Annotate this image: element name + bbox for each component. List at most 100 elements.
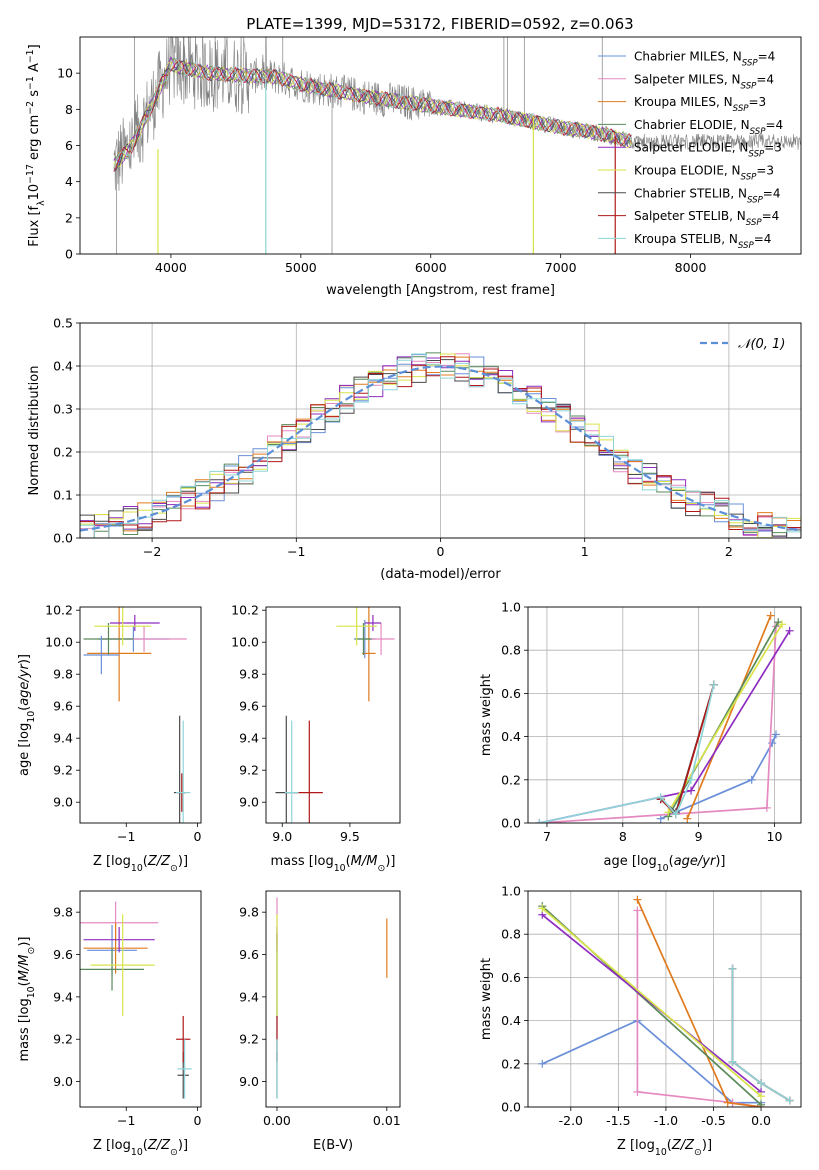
- normal-reference-curve: [80, 365, 801, 532]
- x-tick-label: 2: [725, 544, 733, 559]
- y-tick-label: 2: [65, 210, 73, 225]
- x-tick-label: 1: [581, 544, 589, 559]
- y-axis-label: mass weight: [479, 958, 494, 1040]
- legend-entry: Salpeter MILES, NSSP=4: [634, 72, 774, 91]
- legend-entry: Chabrier ELODIE, NSSP=4: [634, 118, 783, 137]
- y-tick-label: 0.1: [53, 488, 73, 503]
- y-axis-label: Normed distribution: [27, 366, 42, 496]
- x-tick-label: 9.5: [340, 829, 360, 844]
- x-axis-label: Z [log10(Z/Z⊙)]: [93, 854, 188, 874]
- y-axis-label: mass [log10(M/M⊙)]: [17, 937, 37, 1062]
- x-tick-label: -1.5: [606, 1113, 630, 1128]
- plot-area: [80, 352, 801, 538]
- x-tick-label: 0: [437, 544, 445, 559]
- legend-entry: Kroupa STELIB, NSSP=4: [634, 232, 771, 251]
- plot-area: [275, 607, 395, 823]
- x-tick-label: 8: [619, 829, 627, 844]
- plot-area: [83, 607, 191, 823]
- y-tick-label: 9.8: [239, 667, 259, 682]
- x-tick-label: −2: [143, 544, 161, 559]
- x-axis-label: E(B-V): [313, 1138, 353, 1153]
- x-axis-label: Z [log10(Z/Z⊙)]: [617, 1138, 712, 1158]
- weight-line: [667, 621, 780, 817]
- weight-line: [541, 907, 762, 1097]
- y-tick-label: 10.0: [231, 635, 259, 650]
- model-line: [113, 56, 632, 165]
- plot-area: [538, 895, 794, 1107]
- y-tick-label: 9.4: [53, 731, 73, 746]
- axes-spectrum: 4000 5000 6000 7000 8000 0 2 4 6 8 10 wavelength [A…: [25, 36, 802, 298]
- weight-line: [731, 968, 791, 1102]
- y-tick-label: 9.2: [239, 1032, 259, 1047]
- x-tick-label: 0: [193, 829, 201, 844]
- x-tick-label: 7000: [545, 260, 577, 275]
- x-axis-label: mass [log10(M/M⊙)]: [271, 854, 396, 874]
- x-tick-label: 9.0: [272, 829, 292, 844]
- x-tick-label: 8000: [675, 260, 707, 275]
- y-tick-label: 9.0: [239, 1074, 259, 1089]
- x-tick-label: -2.0: [559, 1113, 583, 1128]
- y-tick-label: 0.0: [501, 816, 521, 831]
- y-tick-label: 9.6: [53, 699, 73, 714]
- y-tick-label: 9.4: [239, 731, 259, 746]
- y-tick-label: 4: [65, 174, 73, 189]
- y-tick-label: 9.0: [53, 795, 73, 810]
- axes-frame: [79, 606, 202, 824]
- x-tick-label: 4000: [155, 260, 187, 275]
- y-axis-label: age [log10(age/yr)]: [17, 654, 37, 776]
- axes-weight_vs_Z: -2.0 -1.5 -1.0 -0.5 0.0 0.0 0.2 0.4 0.6 0.8 1.0 Z […: [479, 884, 802, 1158]
- x-axis-label: wavelength [Angstrom, rest frame]: [326, 283, 555, 298]
- axes-frame: [79, 890, 202, 1108]
- x-tick-label: 10: [767, 829, 783, 844]
- x-tick-label: 0.0: [751, 1113, 771, 1128]
- weight-line: [539, 626, 777, 823]
- axes-frame: [265, 890, 401, 1108]
- y-tick-label: 0.0: [53, 531, 73, 546]
- weight-line: [541, 1019, 761, 1104]
- legend-entry: Salpeter ELODIE, NSSP=3: [634, 141, 782, 160]
- y-tick-label: 9.4: [239, 989, 259, 1004]
- y-tick-label: 9.0: [53, 1074, 73, 1089]
- model-line: [113, 60, 632, 172]
- legend-entry: Kroupa ELODIE, NSSP=3: [634, 164, 774, 183]
- legend: Chabrier MILES, NSSP=4 Salpeter MILES, NS…: [598, 50, 783, 251]
- y-tick-label: 9.0: [239, 795, 259, 810]
- x-tick-label: -0.5: [701, 1113, 725, 1128]
- y-tick-label: 8: [65, 102, 73, 117]
- y-tick-label: 9.4: [53, 989, 73, 1004]
- weight-line: [660, 734, 777, 820]
- x-tick-label: 0.00: [263, 1113, 291, 1128]
- plot-area: [80, 901, 192, 1099]
- x-tick-label: 5000: [285, 260, 317, 275]
- x-tick-label: 0: [193, 1113, 201, 1128]
- axes-frame: [527, 606, 802, 824]
- axes-mass_vs_ebv: 0.00 0.01 9.0 9.2 9.4 9.6 9.8 E(B-V): [239, 890, 401, 1153]
- y-tick-label: 9.2: [53, 1032, 73, 1047]
- legend-entry: Chabrier STELIB, NSSP=4: [634, 186, 781, 205]
- axes-age_vs_Z: −1 0 9.0 9.2 9.4 9.6 9.8 10.0 10.2 Z [log10(Z/Z⊙)…: [17, 603, 201, 874]
- y-tick-label: 1.0: [501, 884, 521, 899]
- plot-area: [113, 37, 801, 254]
- y-tick-label: 0.2: [501, 1056, 521, 1071]
- axes-age_vs_mass: 9.0 9.5 9.0 9.2 9.4 9.6 9.8 10.0 10.2 mass [log10…: [231, 603, 401, 874]
- y-tick-label: 9.2: [53, 763, 73, 778]
- y-tick-label: 10.2: [45, 603, 73, 618]
- y-tick-label: 0.6: [501, 970, 521, 985]
- x-tick-label: 9: [695, 829, 703, 844]
- y-axis-label: mass weight: [479, 674, 494, 756]
- legend-entry: 𝒩(0, 1): [738, 337, 785, 352]
- y-tick-label: 0.5: [53, 316, 73, 331]
- y-tick-label: 6: [65, 138, 73, 153]
- histogram-step: [80, 353, 801, 538]
- weight-line: [667, 623, 783, 813]
- x-tick-label: 0.01: [373, 1113, 401, 1128]
- x-tick-label: 6000: [415, 260, 447, 275]
- y-tick-label: 9.6: [239, 699, 259, 714]
- y-axis-label: Flux [fλ10−17 erg cm−2 s−1 A−1]: [25, 44, 47, 246]
- x-axis-label: (data-model)/error: [380, 567, 501, 582]
- y-tick-label: 10.0: [45, 635, 73, 650]
- y-tick-label: 0.4: [53, 359, 73, 374]
- axes-frame: [265, 606, 401, 824]
- y-tick-label: 0.8: [501, 643, 521, 658]
